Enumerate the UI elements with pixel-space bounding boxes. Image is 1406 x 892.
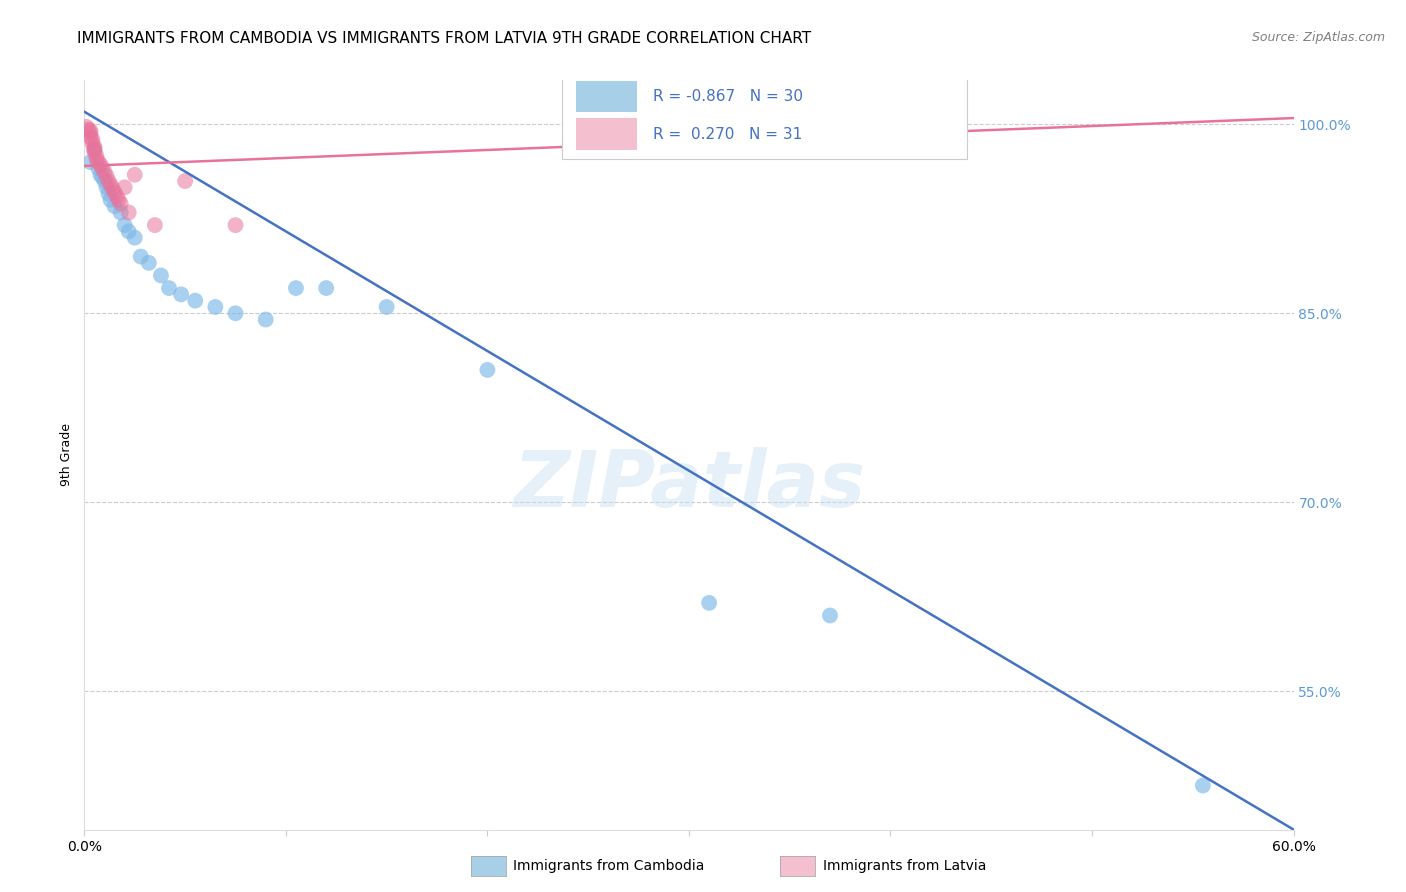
- Point: [114, 218, 136, 232]
- Text: R = -0.867   N = 30: R = -0.867 N = 30: [652, 89, 803, 104]
- Point: [93, 165, 115, 179]
- Point: [79, 123, 101, 137]
- Point: [82, 132, 104, 146]
- Point: [83, 143, 105, 157]
- Point: [83, 143, 105, 157]
- Point: [149, 268, 172, 283]
- Point: [1192, 779, 1215, 793]
- FancyBboxPatch shape: [562, 73, 967, 159]
- Point: [96, 180, 118, 194]
- Point: [100, 193, 122, 207]
- Point: [107, 193, 129, 207]
- Point: [97, 174, 120, 188]
- Point: [86, 149, 108, 163]
- Point: [204, 300, 226, 314]
- FancyBboxPatch shape: [576, 81, 637, 112]
- Point: [83, 140, 105, 154]
- Point: [143, 218, 166, 232]
- Point: [375, 300, 398, 314]
- Point: [114, 180, 136, 194]
- Point: [100, 178, 122, 192]
- Text: Source: ZipAtlas.com: Source: ZipAtlas.com: [1251, 31, 1385, 45]
- Point: [254, 312, 277, 326]
- Point: [91, 170, 114, 185]
- Point: [87, 161, 110, 176]
- Point: [225, 218, 247, 232]
- Point: [184, 293, 207, 308]
- Point: [697, 596, 720, 610]
- Point: [617, 136, 640, 151]
- Point: [118, 205, 141, 219]
- Point: [77, 122, 100, 136]
- Point: [87, 155, 110, 169]
- Point: [129, 250, 152, 264]
- Point: [97, 186, 120, 201]
- Text: ZIPatlas: ZIPatlas: [513, 447, 865, 523]
- Point: [96, 169, 118, 183]
- Point: [110, 196, 132, 211]
- Point: [124, 230, 146, 244]
- Point: [285, 281, 308, 295]
- Point: [124, 168, 146, 182]
- Point: [225, 306, 247, 320]
- Point: [105, 189, 128, 203]
- Point: [138, 256, 160, 270]
- Text: IMMIGRANTS FROM CAMBODIA VS IMMIGRANTS FROM LATVIA 9TH GRADE CORRELATION CHART: IMMIGRANTS FROM CAMBODIA VS IMMIGRANTS F…: [77, 31, 811, 46]
- Point: [104, 186, 127, 200]
- Point: [83, 145, 105, 159]
- Point: [93, 174, 115, 188]
- Text: R =  0.270   N = 31: R = 0.270 N = 31: [652, 127, 801, 142]
- Point: [818, 608, 841, 623]
- Point: [91, 161, 114, 176]
- Point: [104, 199, 127, 213]
- Point: [157, 281, 180, 295]
- Point: [174, 174, 197, 188]
- Point: [82, 136, 104, 151]
- Point: [477, 363, 499, 377]
- Text: Immigrants from Latvia: Immigrants from Latvia: [823, 859, 986, 873]
- Point: [110, 205, 132, 219]
- Point: [79, 155, 101, 169]
- Point: [101, 181, 124, 195]
- Point: [89, 168, 111, 182]
- Point: [170, 287, 193, 301]
- Text: Immigrants from Cambodia: Immigrants from Cambodia: [513, 859, 704, 873]
- Point: [79, 130, 101, 145]
- Point: [86, 153, 108, 167]
- Point: [89, 158, 111, 172]
- Y-axis label: 9th Grade: 9th Grade: [60, 424, 73, 486]
- Point: [315, 281, 337, 295]
- Point: [75, 120, 97, 134]
- Point: [79, 126, 101, 140]
- FancyBboxPatch shape: [576, 119, 637, 150]
- Point: [118, 224, 141, 238]
